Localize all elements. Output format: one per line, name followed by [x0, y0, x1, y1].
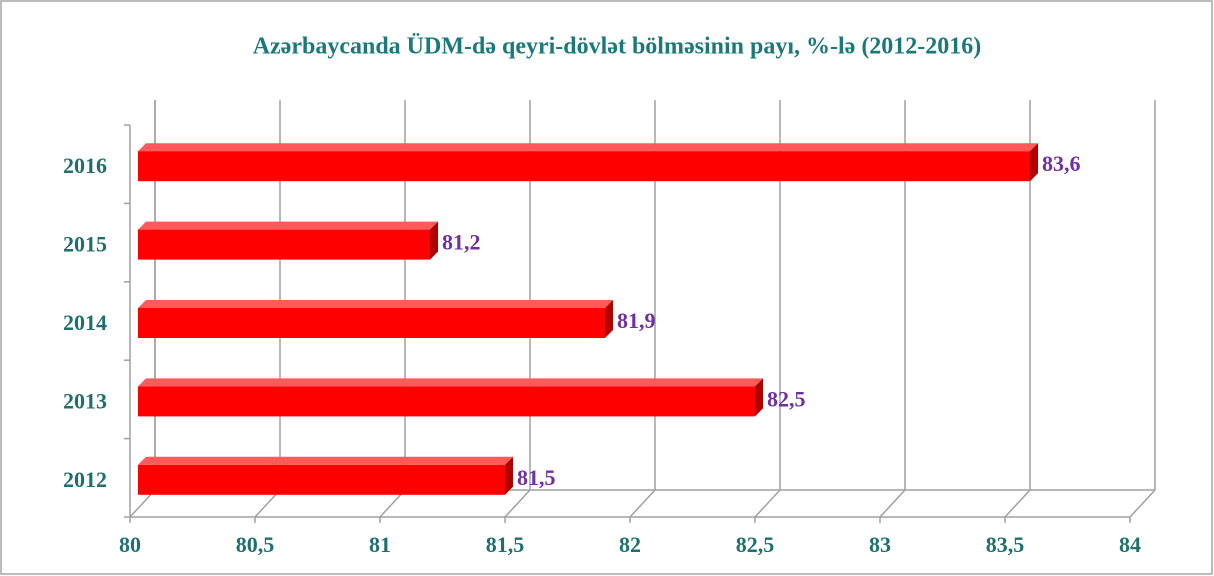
x-tick-label: 81: [369, 532, 391, 557]
x-tick-label: 81,5: [486, 532, 525, 557]
bar-side: [1030, 143, 1038, 182]
bar-top: [138, 456, 513, 465]
grid-line: [879, 100, 906, 518]
y-tick-label: 2013: [63, 388, 107, 413]
value-label: 81,5: [517, 465, 556, 490]
x-tick-label: 84: [1119, 532, 1141, 557]
bar-side: [505, 456, 513, 495]
grid-line: [1004, 100, 1031, 518]
bar-front: [138, 151, 1030, 182]
bar: [138, 221, 438, 260]
bar-front: [138, 229, 430, 260]
bar-front: [138, 386, 755, 417]
bar-side: [605, 300, 613, 338]
y-tick-label: 2015: [63, 232, 107, 257]
bar: [138, 143, 1038, 182]
bar-side: [755, 378, 763, 417]
grid-line: [1129, 100, 1156, 518]
x-tick-label: 83: [869, 532, 891, 557]
bar-front: [138, 308, 605, 338]
grid-line: [754, 100, 781, 518]
grid-line: [629, 100, 656, 518]
bar-front: [138, 464, 505, 495]
bar-side: [430, 221, 438, 260]
x-tick-label: 82,5: [736, 532, 775, 557]
bar-top: [138, 221, 438, 230]
bar-top: [138, 378, 763, 387]
value-label: 81,9: [617, 308, 656, 333]
x-tick-label: 80: [119, 532, 141, 557]
x-tick-label: 83,5: [986, 532, 1025, 557]
bar: [138, 456, 513, 495]
y-tick-label: 2016: [63, 153, 107, 178]
bar: [138, 378, 763, 417]
bar-top: [138, 300, 613, 308]
grid-line: [504, 100, 531, 518]
y-tick-label: 2012: [63, 467, 107, 492]
x-tick-label: 82: [619, 532, 641, 557]
value-label: 83,6: [1042, 151, 1081, 176]
value-label: 81,2: [442, 230, 481, 255]
x-tick-label: 80,5: [236, 532, 275, 557]
bar-top: [138, 143, 1038, 152]
chart-title: Azərbaycanda ÜDM-də qeyri-dövlət bölməsi…: [253, 34, 982, 60]
bar: [138, 300, 613, 338]
y-tick-label: 2014: [63, 310, 107, 335]
value-label: 82,5: [767, 386, 806, 411]
